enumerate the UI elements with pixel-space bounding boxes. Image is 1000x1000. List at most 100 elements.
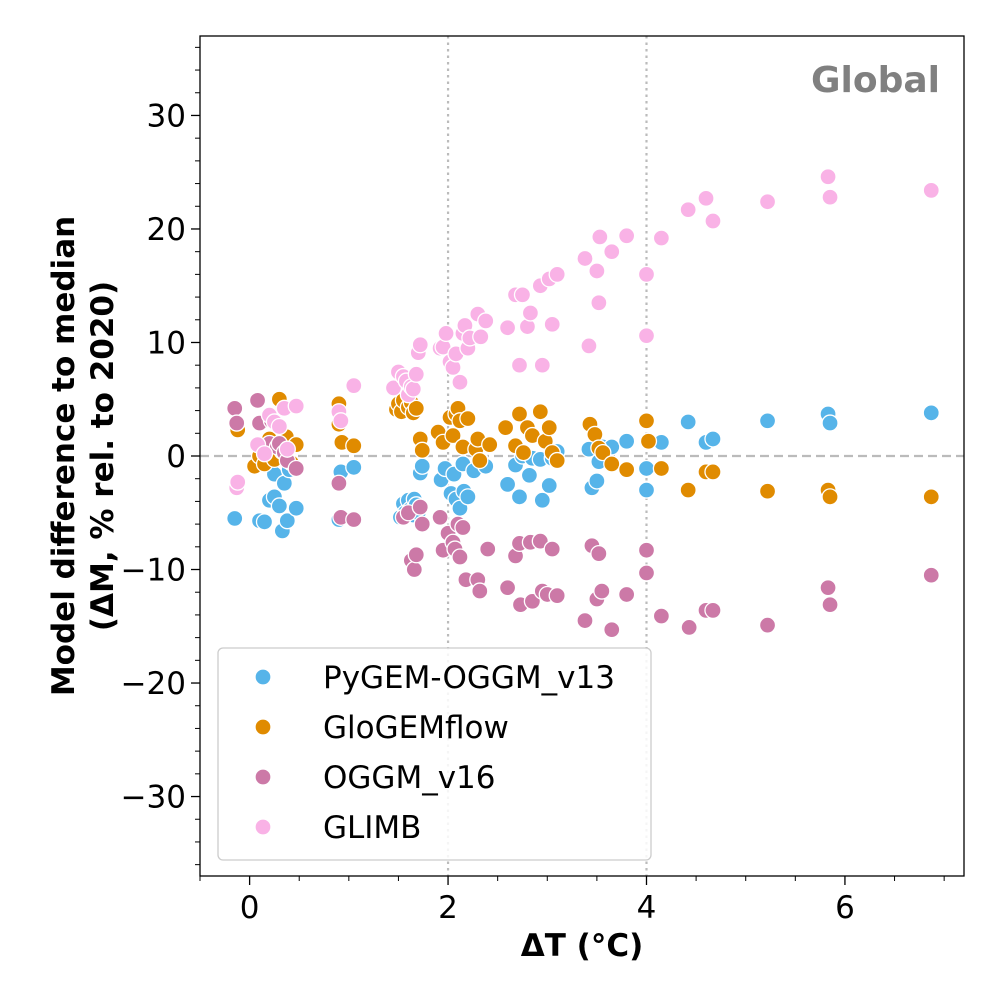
data-point — [697, 189, 715, 207]
data-point — [821, 488, 839, 506]
data-point — [451, 548, 469, 566]
data-point — [513, 286, 532, 304]
data-point — [226, 399, 244, 417]
data-point — [548, 586, 566, 605]
data-point — [637, 541, 656, 559]
data-point — [540, 418, 558, 437]
data-point — [477, 312, 495, 330]
data-point — [603, 621, 621, 639]
data-point — [345, 437, 363, 455]
y-tick-label: 20 — [147, 212, 186, 248]
data-point — [588, 472, 606, 490]
data-point — [444, 426, 462, 445]
data-point — [533, 356, 551, 374]
legend-marker — [254, 818, 272, 836]
data-point — [413, 515, 431, 533]
data-point — [498, 475, 517, 494]
data-point — [679, 481, 697, 499]
data-point — [704, 601, 722, 620]
data-point — [471, 582, 489, 600]
data-point — [603, 455, 621, 473]
data-point — [590, 294, 608, 312]
data-point — [679, 201, 697, 219]
data-point — [345, 510, 363, 529]
data-point — [330, 474, 348, 492]
data-point — [637, 327, 656, 345]
data-point — [603, 243, 621, 261]
legend-box — [217, 647, 652, 861]
legend: PyGEM-OGGM_v13 GloGEMflow OGGM_v16 GLIMB — [217, 647, 652, 861]
data-point — [431, 508, 449, 526]
legend-label: GloGEMflow — [323, 710, 509, 746]
data-point — [481, 435, 499, 454]
data-point — [407, 365, 425, 383]
data-point — [533, 491, 551, 509]
data-point — [521, 304, 540, 322]
data-point — [278, 440, 296, 458]
data-point — [407, 399, 425, 417]
series-pygem-oggm-v13 — [226, 404, 940, 540]
data-point — [413, 441, 431, 459]
data-point — [617, 585, 636, 604]
data-point — [496, 418, 515, 437]
legend-label: GLIMB — [323, 810, 421, 846]
chart-title: Global — [811, 60, 940, 101]
data-point — [652, 607, 671, 625]
data-point — [758, 193, 777, 211]
data-point — [510, 356, 529, 374]
data-point — [270, 497, 289, 515]
data-point — [704, 212, 722, 230]
data-point — [617, 432, 636, 450]
x-tick-label: 4 — [637, 890, 657, 926]
data-point — [758, 482, 777, 500]
data-point — [637, 265, 656, 284]
data-point — [498, 579, 517, 597]
data-point — [576, 249, 594, 268]
data-point — [922, 566, 940, 584]
data-point — [652, 459, 671, 478]
data-point — [704, 430, 722, 448]
data-point — [531, 532, 549, 550]
reference-lines — [200, 36, 964, 876]
data-point — [459, 409, 477, 428]
data-point — [451, 373, 469, 391]
data-point — [332, 412, 350, 430]
data-point — [680, 618, 698, 637]
data-point — [514, 443, 533, 462]
y-tick-label: −20 — [121, 666, 186, 702]
data-point — [405, 560, 423, 579]
y-axis-title-line1: Model difference to median — [46, 216, 82, 696]
data-point — [922, 404, 940, 422]
legend-label: OGGM_v16 — [323, 760, 495, 796]
x-axis-title: ΔT (°C) — [521, 928, 644, 964]
data-point — [248, 391, 267, 410]
data-point — [679, 413, 697, 431]
y-tick-label: −10 — [121, 553, 186, 589]
y-tick-label: 10 — [147, 325, 186, 361]
data-point — [404, 380, 422, 398]
legend-item: OGGM_v16 — [254, 760, 495, 796]
series-glimb — [228, 168, 940, 497]
y-tick-label: −30 — [121, 780, 186, 816]
data-point — [593, 582, 611, 600]
data-point — [543, 540, 561, 558]
y-tick-label: 30 — [147, 98, 186, 134]
data-point — [594, 443, 612, 462]
legend-marker — [254, 768, 272, 786]
y-tick-label: 0 — [166, 439, 186, 475]
data-point — [821, 596, 839, 614]
axis-ticks: 0 2 4 6 −30 −20 −10 0 10 20 30 — [121, 46, 945, 926]
data-point — [345, 458, 363, 477]
data-point — [255, 445, 274, 463]
data-point — [229, 473, 247, 491]
data-point — [819, 168, 837, 186]
data-point — [576, 611, 594, 630]
data-point — [540, 476, 558, 495]
legend-item: PyGEM-OGGM_v13 — [254, 660, 615, 696]
data-point — [758, 616, 777, 634]
data-point — [590, 544, 608, 563]
data-point — [345, 376, 363, 395]
data-point — [922, 488, 940, 506]
data-point — [226, 509, 244, 528]
